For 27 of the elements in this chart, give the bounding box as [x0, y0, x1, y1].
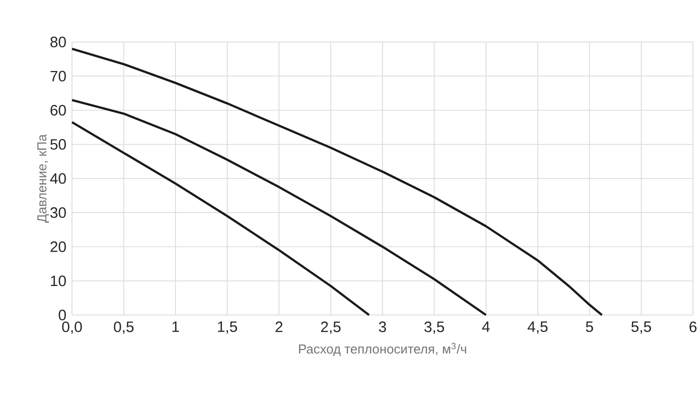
line-series	[70, 48, 604, 316]
y-tick-label: 50	[50, 139, 66, 150]
y-axis-title: Давление, кПа	[37, 134, 49, 223]
line-series	[70, 121, 370, 316]
x-tick-label: 6	[690, 322, 697, 332]
x-tick-label: 0,0	[62, 322, 82, 334]
x-tick-label: 5	[586, 322, 594, 332]
x-tick-label: 5,5	[631, 322, 652, 334]
x-tick-label: 3	[378, 322, 386, 332]
x-tick-label: 3,5	[424, 322, 444, 334]
x-tick-label: 1	[172, 322, 179, 332]
x-tick-label: 1,5	[218, 322, 238, 334]
y-tick-label: 70	[50, 70, 66, 82]
x-axis-title: Расход теплоносителя, м$^{3}$/ч	[299, 342, 466, 356]
x-tick-label: 2,5	[321, 322, 341, 334]
x-tick-label: 0,5	[114, 322, 134, 334]
y-tick-label: 30	[50, 207, 66, 218]
line-series	[70, 98, 488, 316]
x-tick-label: 4	[482, 322, 490, 332]
y-tick-label: 0	[58, 310, 66, 320]
x-tick-label: 2	[276, 322, 282, 332]
y-tick-label: 80	[50, 36, 66, 48]
y-tick-label: 20	[50, 241, 66, 252]
y-tick-label: 40	[50, 173, 66, 184]
x-tick-label: 4,5	[528, 322, 548, 334]
y-tick-label: 60	[50, 104, 66, 116]
y-tick-label: 10	[50, 276, 66, 286]
